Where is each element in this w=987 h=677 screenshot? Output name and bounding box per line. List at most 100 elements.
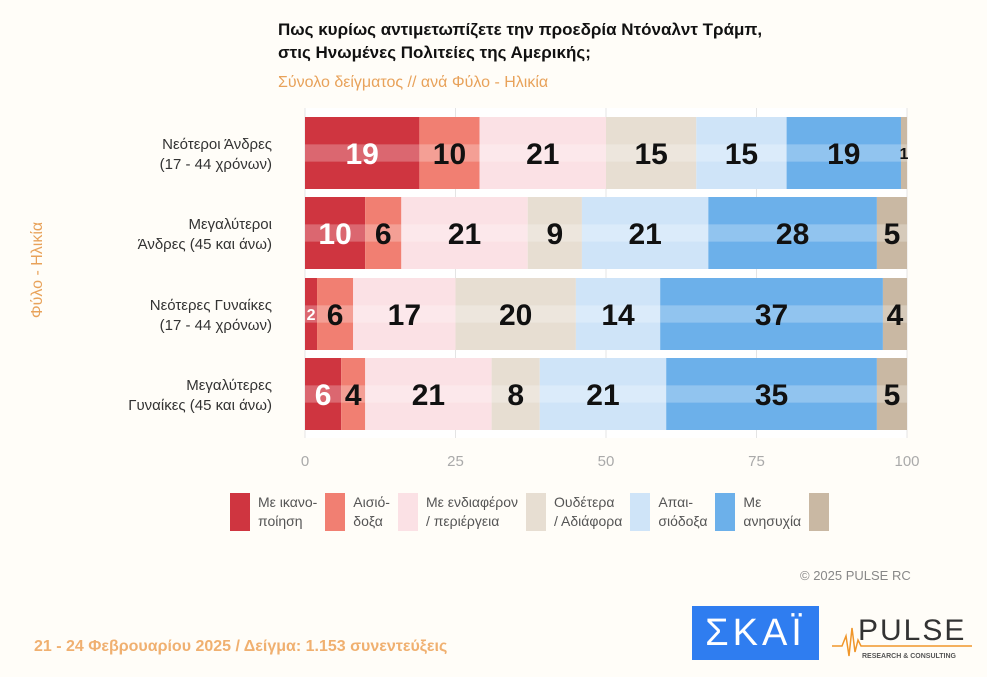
pulse-logo: PULSE RESEARCH & CONSULTING [832,614,972,660]
bar-segment [479,117,606,189]
y-category-label: Μεγαλύτερες [186,377,272,394]
bar-value-label: 5 [884,379,901,412]
chart-title: Πως κυρίως αντιμετωπίζετε την προεδρία Ν… [278,18,762,64]
bar-value-label: 20 [499,299,532,332]
bar-highlight [305,224,366,242]
bar-value-label: 2 [307,307,316,324]
bar-segment [305,197,366,269]
bar-segment [876,197,907,269]
bar-segment [455,278,576,350]
bar-highlight [353,305,456,323]
pulse-logo-text: PULSE [858,614,966,647]
bar-value-label: 4 [345,379,362,412]
legend-swatch [397,493,418,531]
bar-value-label: 17 [388,299,421,332]
legend-item: Με ικανο- ποίηση [230,493,317,531]
bar-segment [365,197,402,269]
bar-highlight [900,144,907,162]
bar-value-label: 21 [526,138,559,171]
bar-value-label: 6 [375,218,392,251]
y-category-label: Νεότεροι Άνδρες [162,136,272,153]
y-category-label: Μεγαλύτεροι [188,216,272,233]
bar-segment [876,358,907,430]
legend-item [809,493,837,531]
x-tick-label: 75 [748,453,765,470]
bar-value-label: 19 [827,138,860,171]
legend-swatch [325,493,346,531]
bar-value-label: 21 [448,218,481,251]
bar-highlight [575,305,661,323]
bar-value-label: 15 [634,138,667,171]
bar-value-label: 8 [507,379,524,412]
legend-item: Ουδέτερα / Αδιάφορα [526,493,622,531]
bar-segment [581,197,709,269]
bar-highlight [365,385,492,403]
bar-highlight [527,224,582,242]
title-line-1: Πως κυρίως αντιμετωπίζετε την προεδρία Ν… [278,20,763,39]
bar-value-label: 10 [318,218,351,251]
bar-highlight [696,144,787,162]
bar-value-label: 19 [346,138,379,171]
bar-value-label: 35 [755,379,788,412]
bar-highlight [455,305,576,323]
bar-highlight [882,305,907,323]
bar-highlight [539,385,667,403]
skai-logo: ΣΚΑΪ [692,606,819,660]
y-category-label: Νεότερες Γυναίκες [150,297,272,314]
x-tick-label: 50 [598,453,615,470]
legend-item: Απαι- σιόδοξα [630,493,707,531]
bar-highlight [479,144,606,162]
bar-highlight [876,224,907,242]
bar-segment [341,358,366,430]
bar-highlight [660,305,883,323]
bar-value-label: 9 [546,218,563,251]
bar-highlight [491,385,540,403]
bar-value-label: 21 [412,379,445,412]
legend-swatch [715,493,736,531]
bar-segment [708,197,877,269]
bar-segment [401,197,528,269]
bar-highlight [581,224,709,242]
footer-date-sample: 21 - 24 Φεβρουαρίου 2025 / Δείγμα: 1.153… [34,638,448,655]
bar-segment [666,358,877,430]
legend-swatch [230,493,250,531]
copyright: © 2025 PULSE RC [800,568,911,583]
x-tick-label: 25 [447,453,464,470]
bar-segment [660,278,883,350]
bar-segment [606,117,697,189]
bar-segment [305,117,420,189]
bar-highlight [606,144,697,162]
bar-segment [419,117,480,189]
bar-highlight [305,385,342,403]
legend-label: Απαι- σιόδοξα [658,494,708,529]
legend-item: Αισιό- δοξα [325,493,390,531]
bar-highlight [708,224,877,242]
legend-label: Ουδέτερα / Αδιάφορα [554,494,623,529]
bar-value-label: 15 [725,138,758,171]
bar-highlight [666,385,877,403]
bar-segment [365,358,492,430]
bar-value-label: 10 [433,138,466,171]
y-category-label: (17 - 44 χρόνων) [160,156,272,173]
bar-segment [696,117,787,189]
bar-value-label: 4 [887,299,904,332]
legend-label: Με ικανο- ποίηση [258,494,318,529]
legend-item: Με ενδιαφέρον / περιέργεια [397,493,518,531]
x-tick-label: 100 [894,453,919,470]
skai-logo-text: ΣΚΑΪ [705,611,806,654]
bar-value-label: 21 [586,379,619,412]
bar-highlight [305,144,420,162]
legend-label: Αισιό- δοξα [353,494,390,529]
bar-value-label: 14 [601,299,635,332]
x-tick-label: 0 [301,453,309,470]
legend-item: Με ανησυχία [715,493,801,531]
bar-highlight [786,144,901,162]
bar-segment [882,278,907,350]
pulse-logo-subtext: RESEARCH & CONSULTING [862,653,957,660]
legend: Με ικανο- ποίηση Αισιό- δοξα Με ενδιαφέρον… [230,493,845,531]
bar-highlight [305,305,318,323]
bar-value-label: 1 [900,146,909,163]
bar-value-label: 28 [776,218,809,251]
title-line-2: στις Ηνωμένες Πολιτείες της Αμερικής; [278,43,591,62]
